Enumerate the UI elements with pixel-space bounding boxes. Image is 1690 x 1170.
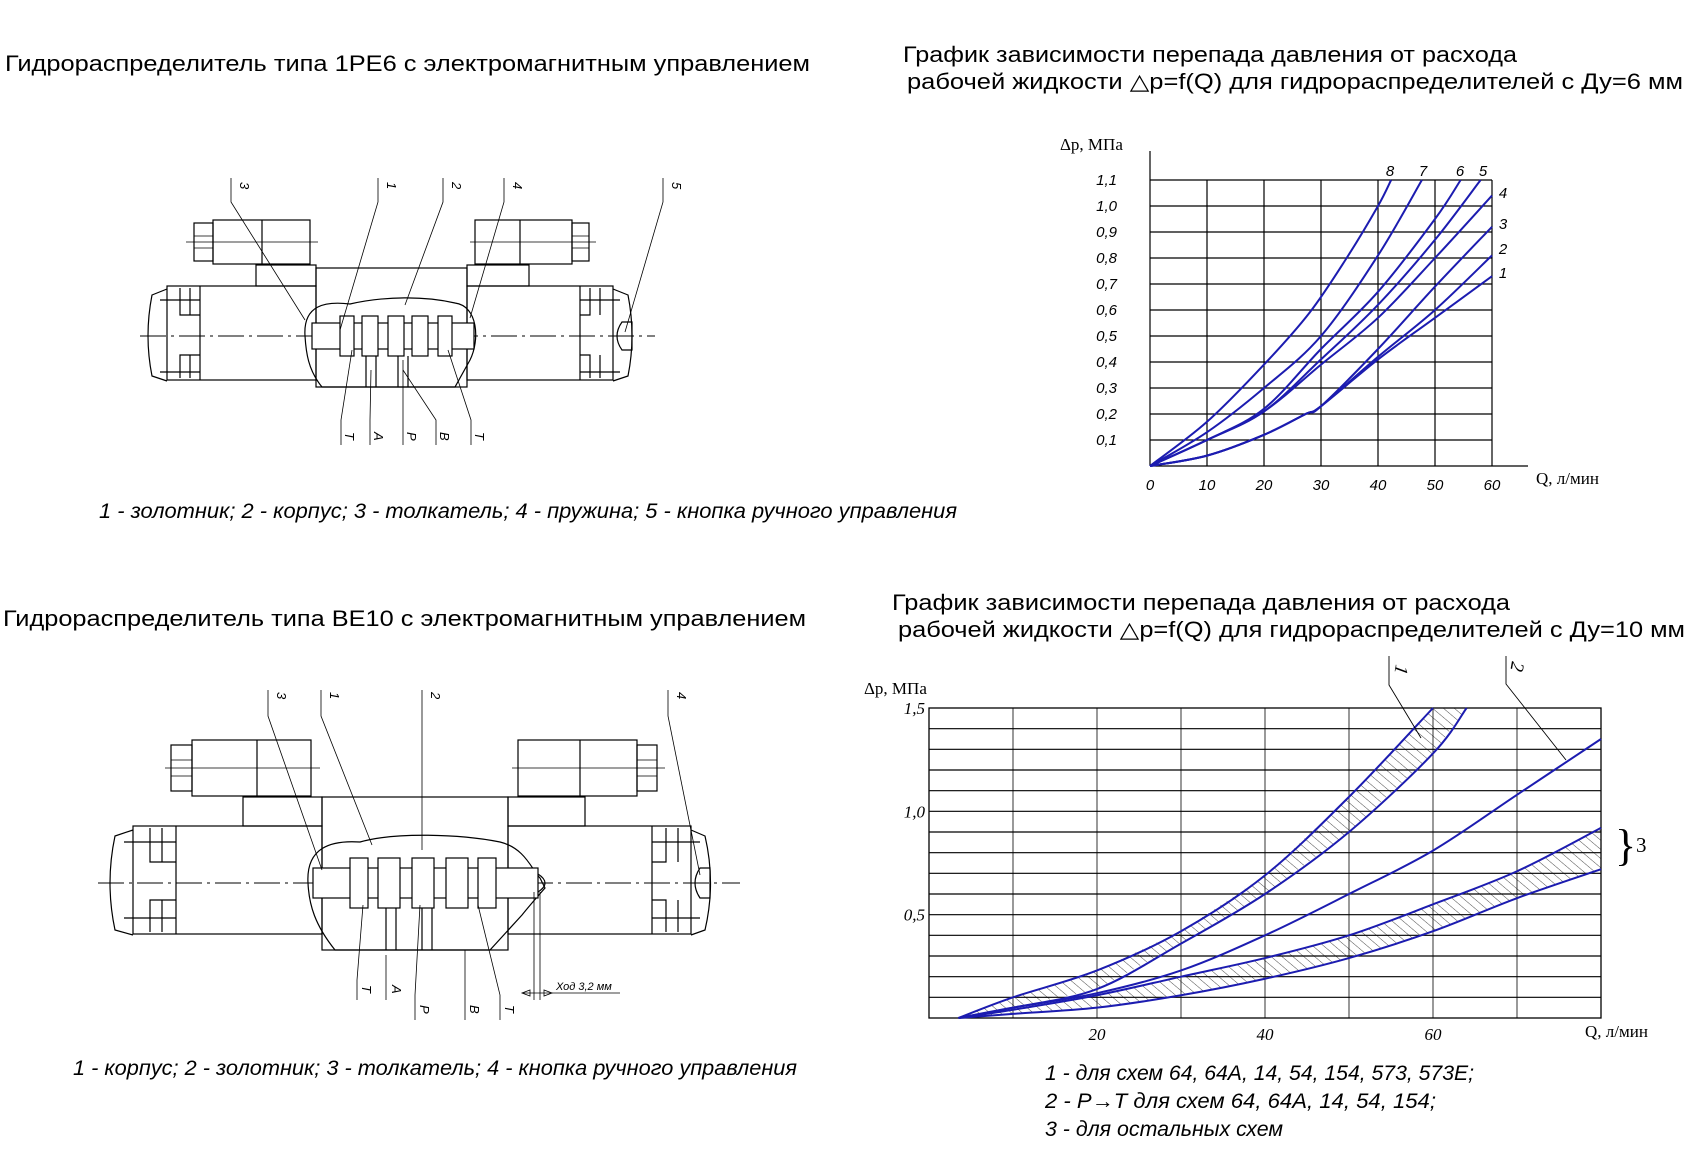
chart1-x-tick-label: 0 — [1146, 477, 1155, 494]
port-label-b: B — [437, 432, 452, 441]
chart2-curve-2 — [958, 738, 1602, 1019]
callout-3: 3 — [237, 182, 252, 190]
chart1-y-tick-label: 0,3 — [1096, 380, 1118, 397]
chart1-y-tick-label: 0,2 — [1096, 406, 1118, 423]
legend-item-1: 1 - для схем 64, 64А, 14, 54, 154, 573, … — [1045, 1062, 1474, 1085]
chart2-curve-3-lower — [958, 868, 1602, 1019]
valve-be10-title: Гидрораспределитель типа ВЕ10 с электром… — [3, 606, 806, 631]
chart-dy6: 0 10 20 30 40 50 60 0,1 0,2 0,3 0,4 0,5 0,6 0,7 0,8 0,9… — [1096, 151, 1528, 494]
chart2-curve-label-2: 2 — [1505, 660, 1527, 673]
valve-be10-caption: 1 - корпус; 2 - золотник; 3 - толкатель;… — [73, 1057, 797, 1080]
chart-dy10: 20 40 60 0,5 1,0 1,5 1 2 3 — [904, 656, 1647, 1044]
legend-item-2: 2 - P→T для схем 64, 64А, 14, 54, 154; — [1044, 1090, 1436, 1113]
chart2-curve-1-upper — [958, 707, 1434, 1019]
chart1-curve-label-3: 3 — [1499, 216, 1508, 233]
chart1-curve-4 — [1149, 194, 1493, 467]
chart2-title-line2: рабочей жидкости △p=f(Q) для гидрораспре… — [898, 617, 1685, 642]
chart2-curve-3-upper — [958, 826, 1602, 1019]
chart1-x-tick-label: 30 — [1313, 477, 1330, 494]
chart1-y-tick-label: 0,7 — [1096, 276, 1118, 293]
chart2-y-tick-label: 0,5 — [904, 906, 925, 925]
chart2-x-tick-label: 20 — [1089, 1025, 1107, 1044]
chart1-x-tick-label: 60 — [1484, 477, 1501, 494]
chart1-curve-label-7: 7 — [1419, 163, 1428, 180]
chart2-y-tick-label: 1,0 — [904, 802, 926, 821]
port-label-t: T — [502, 1005, 517, 1014]
valve-1pe6-title: Гидрораспределитель типа 1РЕ6 с электром… — [5, 51, 810, 76]
port-label-b: B — [467, 1005, 482, 1014]
stroke-label: Ход 3,2 мм — [555, 981, 612, 993]
callout-1: 1 — [384, 182, 399, 189]
chart2-legend: 1 - для схем 64, 64А, 14, 54, 154, 573, … — [1044, 1062, 1474, 1141]
chart1-y-tick-label: 0,8 — [1096, 250, 1118, 267]
chart1-y-tick-label: 0,6 — [1096, 302, 1118, 319]
chart1-curve-7 — [1149, 179, 1423, 467]
legend-item-3: 3 - для остальных схем — [1045, 1118, 1283, 1141]
port-label-p: P — [404, 432, 419, 441]
chart1-x-tick-label: 10 — [1199, 477, 1216, 494]
chart1-curve-label-1: 1 — [1499, 265, 1507, 282]
chart1-curve-label-6: 6 — [1456, 163, 1465, 180]
chart1-y-tick-label: 1,1 — [1096, 172, 1117, 189]
chart1-x-tick-label: 40 — [1370, 477, 1387, 494]
chart1-y-tick-label: 0,9 — [1096, 224, 1118, 241]
chart1-curve-label-4: 4 — [1499, 185, 1507, 202]
chart1-y-tick-label: 0,4 — [1096, 354, 1117, 371]
chart2-leader-2 — [1505, 656, 1567, 761]
chart2-y-tick-label: 1,5 — [904, 699, 925, 718]
port-label-a: A — [371, 431, 386, 441]
chart1-y-tick-label: 1,0 — [1096, 198, 1118, 215]
callout-2: 2 — [428, 691, 443, 700]
valve-1pe6-callouts: 3 1 2 4 5 T A P B T — [237, 181, 684, 441]
callout-4: 4 — [674, 692, 689, 699]
valve-be10-drawing — [98, 690, 740, 1020]
chart1-curve-label-5: 5 — [1479, 163, 1488, 180]
band-3-bracket: } — [1615, 821, 1636, 870]
port-label-t: T — [342, 432, 357, 441]
callout-2: 2 — [449, 181, 464, 190]
callout-3: 3 — [274, 692, 289, 700]
port-label-t: T — [359, 985, 374, 994]
chart2-x-tick-label: 60 — [1425, 1025, 1443, 1044]
chart2-x-axis-label: Q, л/мин — [1585, 1022, 1648, 1041]
chart2-leader-1 — [1388, 656, 1422, 739]
callout-5: 5 — [669, 182, 684, 190]
chart1-y-axis-label: Δp, МПа — [1060, 135, 1123, 154]
chart1-curve-label-8: 8 — [1386, 163, 1395, 180]
chart2-curve-label-1: 1 — [1389, 663, 1411, 676]
chart1-curve-1 — [1149, 275, 1493, 467]
port-label-p: P — [417, 1005, 432, 1014]
chart2-title-line1: График зависимости перепада давления от … — [892, 590, 1511, 615]
chart1-curve-label-2: 2 — [1498, 241, 1508, 258]
chart1-title-line2: рабочей жидкости △p=f(Q) для гидрораспре… — [907, 69, 1683, 94]
callout-4: 4 — [510, 182, 525, 189]
chart2-band-1-hatch — [958, 708, 1467, 1018]
chart1-x-tick-label: 20 — [1255, 477, 1273, 494]
valve-be10-callouts: 3 1 2 4 T A P B T Ход 3,2 мм — [274, 691, 689, 1014]
chart1-y-tick-label: 0,1 — [1096, 432, 1117, 449]
chart2-curve-label-3: 3 — [1636, 833, 1647, 857]
chart1-curve-6 — [1149, 179, 1462, 467]
chart2-y-axis-label: Δp, МПа — [864, 679, 927, 698]
chart2-x-tick-label: 40 — [1257, 1025, 1275, 1044]
valve-1pe6-caption: 1 - золотник; 2 - корпус; 3 - толкатель;… — [99, 500, 957, 523]
chart1-x-axis-label: Q, л/мин — [1536, 469, 1599, 488]
chart1-curve-8 — [1149, 179, 1393, 467]
port-label-t: T — [472, 432, 487, 441]
valve-1pe6-drawing — [140, 178, 664, 445]
callout-1: 1 — [327, 692, 342, 699]
chart1-x-tick-label: 50 — [1427, 477, 1444, 494]
chart1-y-tick-label: 0,5 — [1096, 328, 1118, 345]
chart1-title-line1: График зависимости перепада давления от … — [903, 42, 1518, 67]
port-label-a: A — [389, 984, 404, 994]
